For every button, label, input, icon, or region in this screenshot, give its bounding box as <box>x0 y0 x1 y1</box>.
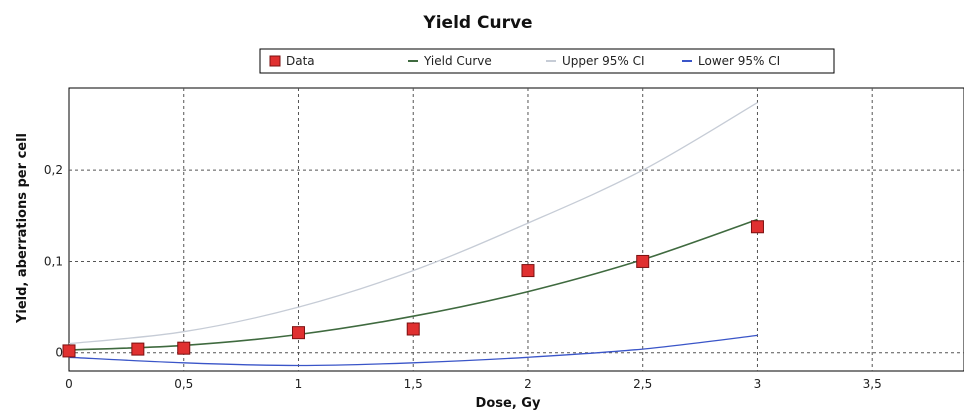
data-point-7 <box>750 220 764 234</box>
tick-labels: 0 0,5 1 1,5 2 2,5 3 3,5 0 0,1 0,2 <box>44 163 882 391</box>
legend-swatch-0 <box>269 55 281 67</box>
data-point-0 <box>62 344 76 358</box>
marker-layer <box>62 220 764 358</box>
x-tick-label-5: 2,5 <box>633 377 652 391</box>
legend: Data Yield Curve Upper 95% CI Lower 95% CI <box>259 48 835 74</box>
x-tick-label-2: 1 <box>295 377 303 391</box>
x-tick-label-4: 2 <box>524 377 532 391</box>
legend-label-2: Upper 95% CI <box>562 54 645 68</box>
legend-label-0: Data <box>286 54 315 68</box>
x-tick-label-6: 3 <box>754 377 762 391</box>
data-point-4 <box>406 322 420 336</box>
data-point-6 <box>636 254 650 268</box>
x-tick-label-7: 3,5 <box>863 377 882 391</box>
data-point-5 <box>521 264 535 278</box>
x-tick-label-1: 0,5 <box>174 377 193 391</box>
data-point-3 <box>291 326 305 340</box>
x-tick-label-3: 1,5 <box>404 377 423 391</box>
y-tick-label-2: 0,2 <box>44 163 63 177</box>
y-tick-label-1: 0,1 <box>44 254 63 268</box>
x-axis-label: Dose, Gy <box>476 396 541 411</box>
plot-area-frame <box>68 87 964 372</box>
data-point-1 <box>131 342 145 356</box>
legend-label-1: Yield Curve <box>423 54 492 68</box>
series-line-lower-95-ci <box>68 334 758 367</box>
legend-label-3: Lower 95% CI <box>698 54 780 68</box>
y-tick-label-0: 0 <box>55 346 63 360</box>
x-tick-label-0: 0 <box>65 377 73 391</box>
data-point-2 <box>177 341 191 355</box>
series-line-upper-95-ci <box>68 102 758 345</box>
y-axis-label: Yield, aberrations per cell <box>15 133 30 324</box>
chart-title: Yield Curve <box>422 13 532 33</box>
